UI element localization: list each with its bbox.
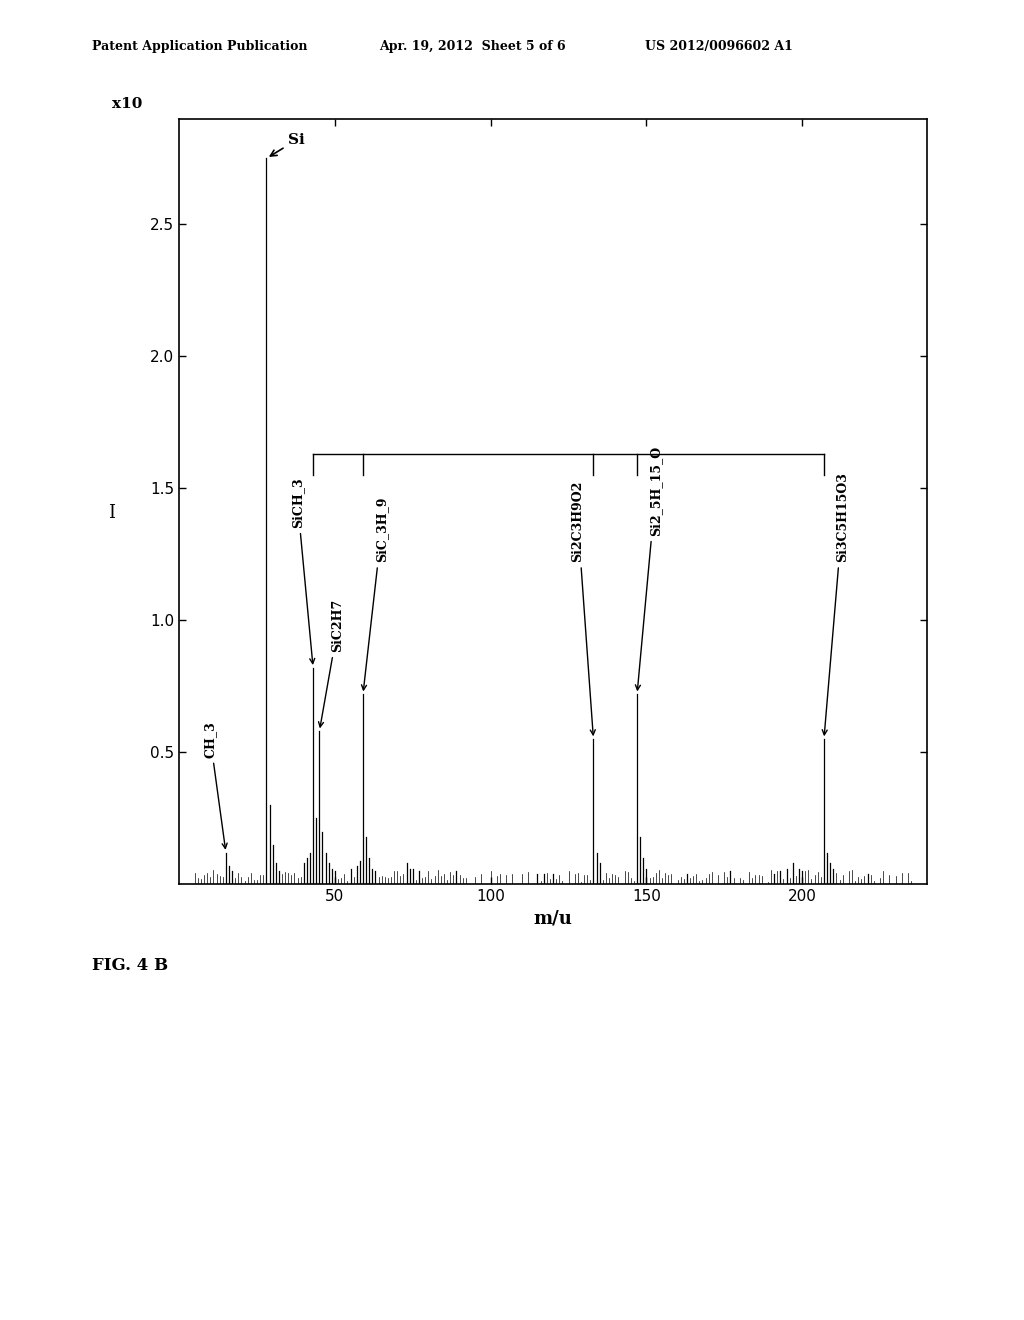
Text: I: I (109, 504, 116, 523)
Text: FIG. 4 B: FIG. 4 B (92, 957, 168, 974)
Text: Si3C5H15O3: Si3C5H15O3 (822, 473, 849, 735)
X-axis label: m/u: m/u (534, 909, 572, 928)
Text: Si: Si (270, 133, 305, 156)
Text: US 2012/0096602 A1: US 2012/0096602 A1 (645, 40, 793, 53)
Text: Patent Application Publication: Patent Application Publication (92, 40, 307, 53)
Text: CH_3: CH_3 (204, 721, 227, 849)
Text: SiCH_3: SiCH_3 (291, 478, 314, 664)
Text: SiC2H7: SiC2H7 (318, 599, 344, 727)
Text: SiC_3H_9: SiC_3H_9 (361, 496, 388, 690)
Text: Si2_5H_15_O: Si2_5H_15_O (636, 446, 663, 690)
Text: Apr. 19, 2012  Sheet 5 of 6: Apr. 19, 2012 Sheet 5 of 6 (379, 40, 565, 53)
Text: Si2C3H9O2: Si2C3H9O2 (571, 480, 595, 735)
Text: x10: x10 (112, 98, 142, 111)
